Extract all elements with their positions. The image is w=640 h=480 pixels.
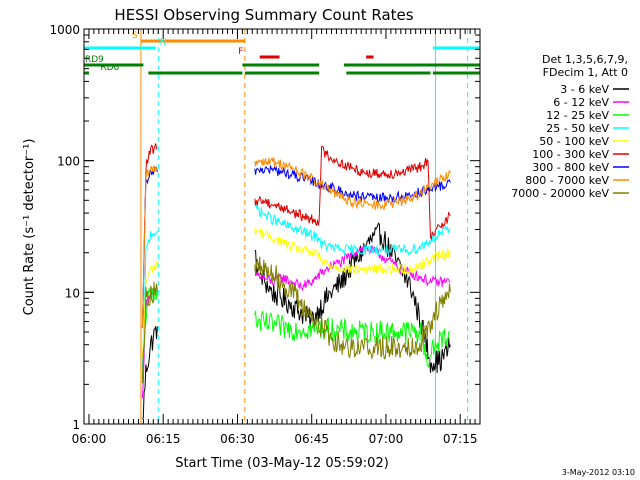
series-50-100-kev-segment-0 — [141, 260, 158, 358]
y-tick-label: 100 — [57, 155, 80, 169]
date-stamp: 3-May-2012 03:10 — [562, 468, 635, 477]
flag-label-rd6: RD6 — [100, 63, 119, 73]
legend-label-6-12-kev: 6 - 12 keV — [553, 96, 609, 109]
series-7000-20000-kev-segment-1 — [254, 256, 451, 361]
flag-label-f: F — [238, 47, 243, 57]
series-300-800-kev-segment-1 — [254, 165, 451, 204]
series-25-50-kev-segment-0 — [141, 231, 158, 369]
x-tick-label: 06:45 — [294, 432, 329, 446]
legend-header: Det 1,3,5,6,7,9, — [542, 53, 628, 66]
legend: Det 1,3,5,6,7,9,FDecim 1, Att 0 3 - 6 keV… — [511, 53, 629, 200]
axis-layer: 1 10 100 1000 06:00 06:15 06:30 06:45 07:00 07:15 — [49, 23, 481, 446]
legend-label-50-100-kev: 50 - 100 keV — [539, 135, 609, 148]
y-tick-label: 10 — [65, 286, 80, 300]
flag-label-rd9: RD9 — [85, 55, 104, 65]
x-tick-label: 06:15 — [146, 432, 181, 446]
series-3-6-kev-segment-1 — [254, 222, 451, 373]
legend-label-25-50-kev: 25 - 50 keV — [546, 122, 609, 135]
y-tick-label: 1000 — [49, 23, 80, 37]
series-100-300-kev-segment-1 — [254, 145, 451, 241]
legend-label-300-800-kev: 300 - 800 keV — [532, 161, 609, 174]
chart-title: HESSI Observing Summary Count Rates — [114, 6, 413, 24]
y-tick-label: 1 — [72, 418, 80, 432]
y-axis-label: Count Rate (s⁻¹ detector⁻¹) — [22, 139, 37, 316]
x-tick-label: 07:00 — [369, 432, 404, 446]
legend-label-7000-20000-kev: 7000 - 20000 keV — [511, 187, 609, 200]
series-12-25-kev-segment-1 — [254, 310, 451, 369]
series-800-7000-kev-segment-0 — [141, 164, 158, 327]
legend-label-800-7000-kev: 800 - 7000 keV — [525, 174, 609, 187]
series-7000-20000-kev-segment-0 — [141, 281, 158, 384]
x-tick-label: 06:00 — [72, 432, 107, 446]
series-3-6-kev-segment-0 — [142, 326, 158, 420]
series-800-7000-kev-segment-1 — [254, 156, 451, 211]
flag-label-n: N — [160, 38, 167, 48]
legend-header: FDecim 1, Att 0 — [543, 66, 628, 79]
series-50-100-kev-segment-1 — [254, 227, 451, 276]
x-tick-label: 07:15 — [443, 432, 478, 446]
x-axis-label: Start Time (03-May-12 05:59:02) — [175, 456, 389, 471]
series-25-50-kev-segment-1 — [254, 201, 451, 257]
legend-label-100-300-kev: 100 - 300 keV — [532, 148, 609, 161]
legend-label-12-25-kev: 12 - 25 keV — [546, 109, 609, 122]
legend-label-3-6-kev: 3 - 6 keV — [560, 83, 609, 96]
flag-label-s: S — [132, 31, 138, 41]
x-tick-label: 06:30 — [220, 432, 255, 446]
